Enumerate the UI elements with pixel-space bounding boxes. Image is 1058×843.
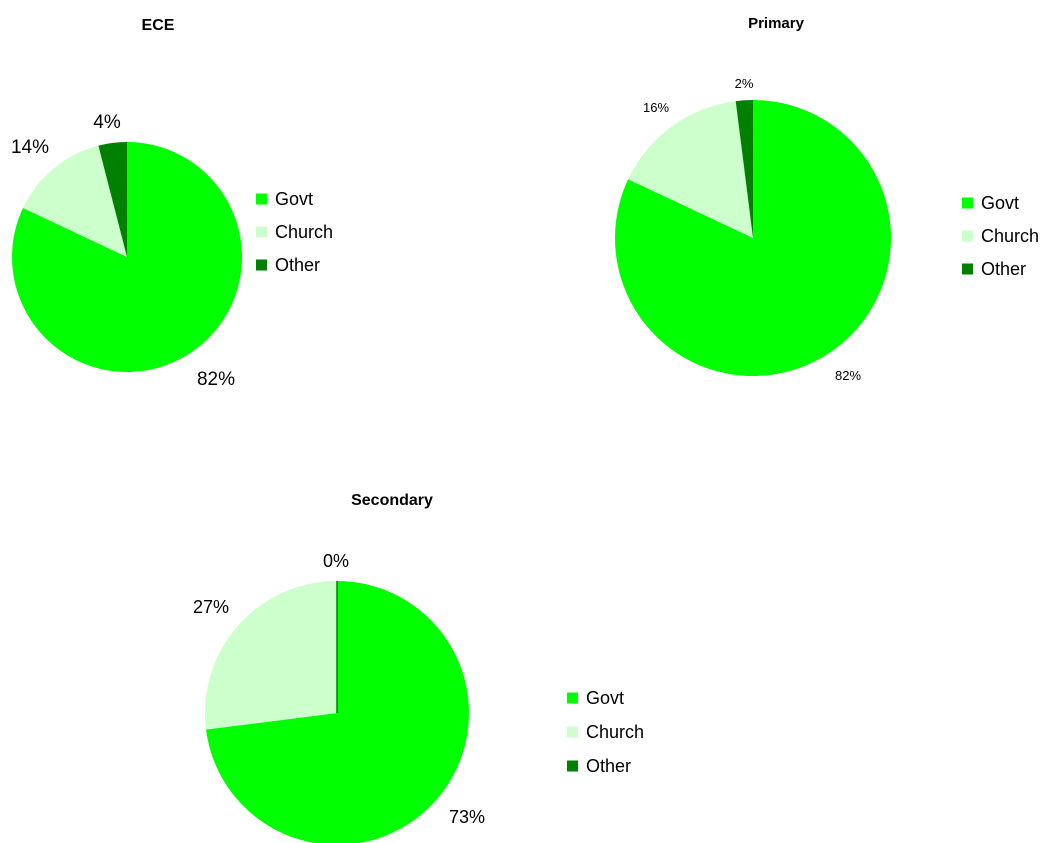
legend-label-govt: Govt	[275, 189, 313, 209]
slice-label-govt: 82%	[197, 369, 235, 390]
slice-label-church: 16%	[643, 100, 669, 115]
pie-slice-church	[628, 101, 753, 239]
legend-label-govt: Govt	[586, 688, 624, 708]
slice-label-church: 27%	[193, 597, 229, 617]
pie-chart-primary: Primary 82% 16% 2% Govt Church Other	[614, 15, 1039, 383]
slice-label-church: 14%	[11, 137, 49, 158]
pie-chart-secondary: Secondary 73% 27% 0% Govt Church Other	[193, 492, 644, 843]
slice-label-other: 2%	[735, 76, 754, 91]
legend-label-other: Other	[981, 259, 1026, 279]
legend-swatch-church	[962, 230, 973, 242]
slice-label-govt: 82%	[835, 368, 861, 383]
slice-label-govt: 73%	[449, 807, 485, 827]
legend-swatch-other	[256, 259, 267, 271]
chart-title: ECE	[142, 17, 175, 34]
legend-swatch-church	[256, 226, 267, 238]
slice-label-other: 0%	[323, 551, 349, 571]
pie-slice-other	[735, 100, 753, 238]
chart-title: Primary	[748, 15, 805, 32]
pie-slice-church	[22, 145, 128, 257]
legend-swatch-other	[962, 263, 973, 275]
slice-label-other: 4%	[93, 112, 121, 133]
legend-swatch-other	[567, 760, 578, 772]
pie-slice-church	[204, 581, 337, 730]
chart-title: Secondary	[351, 492, 433, 509]
legend-label-church: Church	[275, 222, 333, 242]
pie-slice-govt	[614, 100, 891, 377]
legend-swatch-church	[567, 726, 578, 738]
pie-chart-ece: ECE 82% 14% 4% Govt Church Other	[11, 17, 333, 390]
legend-label-church: Church	[981, 226, 1039, 246]
legend-swatch-govt	[256, 193, 267, 205]
legend-label-other: Other	[586, 756, 631, 776]
legend-label-church: Church	[586, 722, 644, 742]
legend-label-govt: Govt	[981, 193, 1019, 213]
legend-swatch-govt	[567, 692, 578, 704]
pie-slice-other	[98, 142, 127, 257]
legend-label-other: Other	[275, 255, 320, 275]
legend-swatch-govt	[962, 197, 973, 209]
